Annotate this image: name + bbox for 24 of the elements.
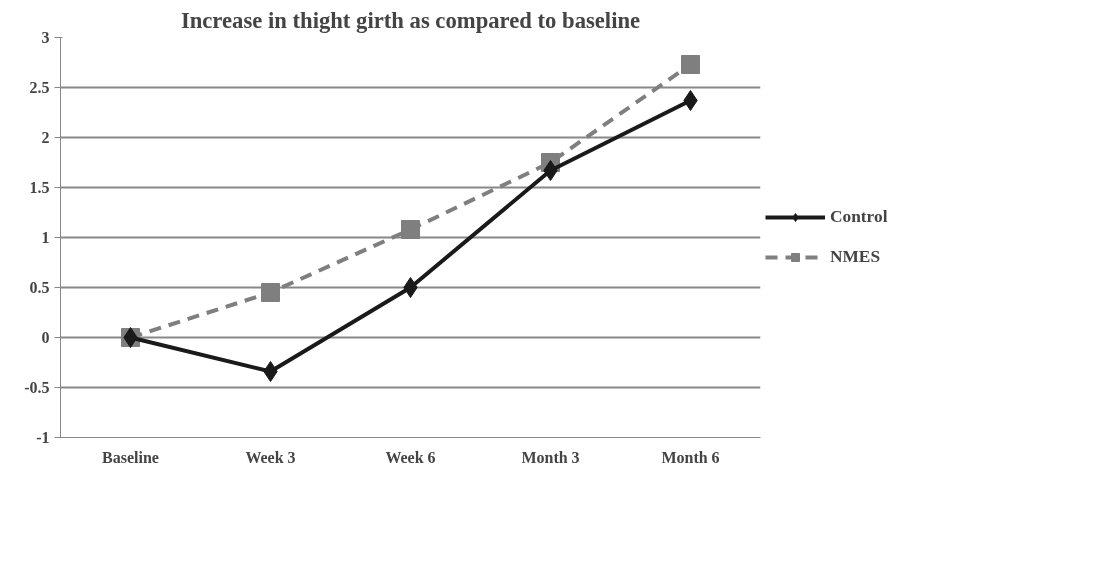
y-tick-label: -0.5 bbox=[24, 379, 50, 396]
point bbox=[261, 283, 280, 302]
x-tick-label: Month 3 bbox=[521, 448, 580, 466]
x-tick-label: Month 6 bbox=[661, 448, 720, 466]
point bbox=[263, 361, 278, 382]
x-tick-label: Week 3 bbox=[245, 448, 296, 466]
chart-title: Increase in thight girth as compared to baseline bbox=[180, 7, 641, 33]
legend-label: NMES bbox=[830, 247, 881, 267]
y-tick-label: 1 bbox=[41, 229, 50, 246]
point bbox=[681, 55, 700, 74]
y-tick-label: 2.5 bbox=[29, 79, 50, 96]
point bbox=[401, 220, 420, 239]
y-tick-label: 1.5 bbox=[29, 179, 50, 196]
point bbox=[683, 90, 698, 111]
y-tick-label: 0 bbox=[41, 329, 50, 346]
x-tick-label: Baseline bbox=[102, 448, 159, 466]
legend-label: Control bbox=[830, 207, 888, 227]
x-tick-label: Week 6 bbox=[385, 448, 436, 466]
y-tick-label: 2 bbox=[41, 129, 50, 146]
point bbox=[403, 277, 418, 298]
y-tick-label: 3 bbox=[41, 29, 50, 46]
point bbox=[543, 160, 558, 181]
y-tick-label: 0.5 bbox=[29, 279, 50, 296]
y-tick-label: -1 bbox=[36, 429, 50, 446]
